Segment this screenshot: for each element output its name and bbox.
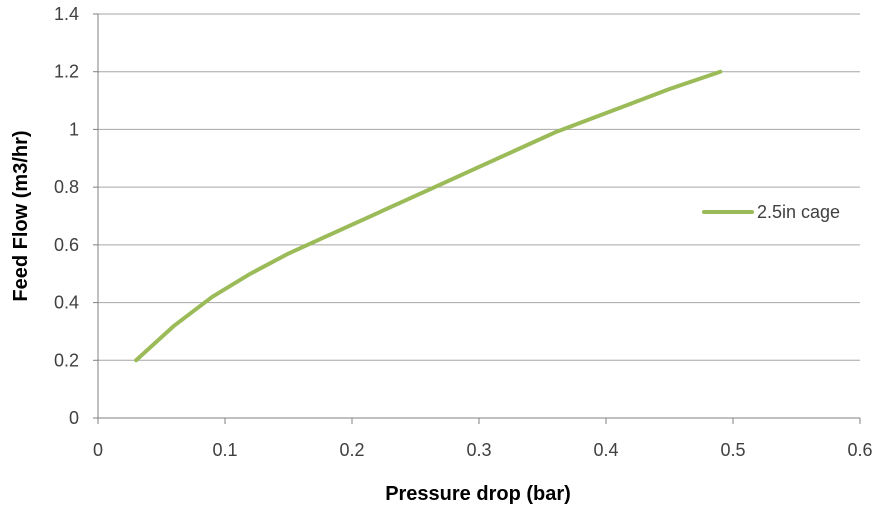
y-axis-tick-label: 0.2 bbox=[54, 350, 79, 370]
y-axis-title: Feed Flow (m3/hr) bbox=[10, 130, 32, 301]
x-axis-tick-label: 0 bbox=[93, 440, 103, 460]
x-axis-tick-label: 0.5 bbox=[720, 440, 745, 460]
y-axis-tick-label: 1.4 bbox=[54, 4, 79, 24]
tick-labels: 0 0.2 0.4 0.6 0.8 1 1.2 1.4 0 0.1 0.2 0.3 0.4 0.5 0.6 bbox=[54, 4, 873, 460]
y-axis-tick-label: 0.8 bbox=[54, 177, 79, 197]
y-axis-tick-label: 1 bbox=[69, 119, 79, 139]
series-line-0 bbox=[134, 69, 723, 363]
legend: 2.5in cage bbox=[702, 202, 840, 222]
gridlines bbox=[98, 13, 860, 361]
x-axis-tick-label: 0.3 bbox=[466, 440, 491, 460]
axes bbox=[93, 13, 861, 424]
x-axis-tick-label: 0.1 bbox=[212, 440, 237, 460]
x-axis-title: Pressure drop (bar) bbox=[385, 483, 571, 505]
y-axis-tick-label: 1.2 bbox=[54, 62, 79, 82]
y-axis-tick-label: 0.4 bbox=[54, 293, 79, 313]
x-axis-tick-label: 0.4 bbox=[593, 440, 618, 460]
x-axis-tick-label: 0.2 bbox=[339, 440, 364, 460]
y-axis-tick-label: 0 bbox=[69, 408, 79, 428]
x-axis-tick-label: 0.6 bbox=[847, 440, 872, 460]
series-lines bbox=[134, 69, 723, 363]
legend-label: 2.5in cage bbox=[757, 202, 840, 222]
y-axis-tick-label: 0.6 bbox=[54, 235, 79, 255]
